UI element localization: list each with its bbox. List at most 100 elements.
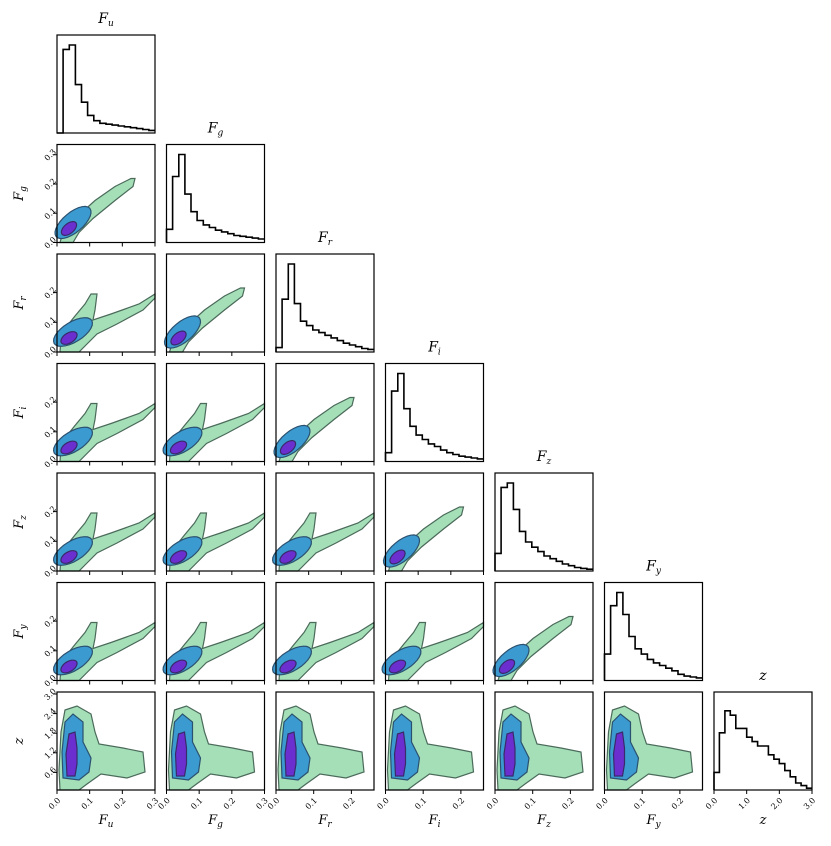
panel-frame bbox=[275, 581, 375, 682]
x-tick-label: 0.2 bbox=[341, 796, 356, 811]
contour-g-i bbox=[162, 362, 266, 466]
histogram-g bbox=[165, 143, 266, 244]
histogram-y bbox=[603, 581, 704, 682]
y-tick-label: 0.1 bbox=[43, 643, 58, 658]
x-tick-label: 0.1 bbox=[304, 796, 319, 811]
y-tick-label: 3.0 bbox=[43, 687, 58, 702]
contour-outer bbox=[278, 621, 375, 682]
histogram-i bbox=[384, 362, 485, 463]
contour-u-i: 0.0 0.1 0.2 bbox=[43, 362, 156, 470]
x-tick-label: 0.0 bbox=[156, 796, 171, 811]
panel-frame bbox=[56, 143, 156, 244]
contour-inner bbox=[284, 731, 297, 777]
contour-i-y bbox=[381, 581, 485, 685]
panel-frame bbox=[165, 581, 266, 682]
x-tick-label: 0.2 bbox=[560, 796, 575, 811]
panel-frame bbox=[56, 34, 156, 134]
x-axis-label: Fg bbox=[207, 813, 223, 830]
contour-outer bbox=[278, 511, 375, 572]
y-tick-label: 0.2 bbox=[43, 504, 58, 519]
x-tick-label: 2.0 bbox=[769, 796, 784, 811]
panel-frame bbox=[384, 362, 485, 463]
panel-frame bbox=[275, 691, 375, 791]
contour-r-zz: 0.0 0.1 0.2 bbox=[266, 691, 375, 811]
contour-inner bbox=[279, 659, 297, 674]
panel-title: Fy bbox=[645, 559, 662, 577]
x-tick-label: 0.2 bbox=[670, 796, 685, 811]
contour-r-i bbox=[273, 362, 375, 466]
contour-inner bbox=[393, 731, 407, 777]
histogram-zz: 0.0 1.0 2.0 3.0 bbox=[704, 691, 817, 811]
contour-u-r: 0.0 0.1 0.2 bbox=[43, 253, 156, 360]
y-tick-label: 0.2 bbox=[43, 285, 58, 300]
contour-g-z bbox=[162, 472, 266, 575]
histogram-u bbox=[56, 34, 156, 134]
y-tick-label: 0.0 bbox=[43, 564, 58, 579]
contour-outer bbox=[59, 511, 156, 572]
contour-inner bbox=[60, 440, 78, 455]
contour-inner bbox=[170, 330, 187, 346]
panel-title: Fi bbox=[427, 340, 441, 358]
panel-title: Fg bbox=[207, 121, 224, 139]
x-axis-label: Fz bbox=[536, 813, 551, 830]
contour-u-z: 0.0 0.1 0.2 bbox=[43, 472, 156, 579]
x-tick-label: 0.1 bbox=[632, 796, 647, 811]
y-tick-label: 0.1 bbox=[43, 534, 58, 549]
panel-frame bbox=[56, 253, 156, 353]
y-tick-label: 0.0 bbox=[43, 345, 58, 360]
panel-frame bbox=[56, 691, 156, 791]
contour-g-y bbox=[162, 581, 266, 685]
contour-inner bbox=[498, 658, 516, 675]
y-axis-label: Fz bbox=[12, 515, 29, 530]
contour-inner bbox=[388, 659, 407, 674]
y-tick-label: 0.1 bbox=[43, 424, 58, 439]
contour-r-y bbox=[271, 581, 375, 685]
x-tick-label: 0.0 bbox=[485, 796, 500, 811]
contour-y-zz: 0.0 0.1 0.2 bbox=[594, 691, 704, 811]
y-tick-label: 0.2 bbox=[43, 177, 58, 192]
panel-frame bbox=[603, 581, 704, 682]
x-tick-label: 0.0 bbox=[704, 796, 719, 811]
y-axis-label: Fg bbox=[12, 186, 29, 202]
histogram-step bbox=[713, 710, 812, 790]
panel-title: Fz bbox=[536, 449, 552, 467]
x-tick-label: 0.1 bbox=[523, 796, 538, 811]
x-axis-label: Fi bbox=[428, 813, 441, 830]
y-tick-label: 0.2 bbox=[43, 614, 58, 629]
panel-title: Fu bbox=[97, 11, 114, 29]
contour-inner bbox=[174, 731, 188, 777]
contour-inner bbox=[169, 659, 188, 674]
y-tick-label: 0.0 bbox=[43, 673, 58, 688]
panel-frame bbox=[494, 691, 594, 791]
x-tick-label: 1.0 bbox=[737, 796, 752, 811]
contour-outer bbox=[59, 402, 156, 463]
contour-inner bbox=[612, 731, 626, 777]
contour-u-g: 0.0 0.1 0.2 0.3 bbox=[43, 143, 156, 251]
contour-g-zz: 0.0 0.1 0.2 0.3 bbox=[156, 691, 270, 811]
panel-frame bbox=[494, 581, 594, 682]
contour-inner bbox=[65, 731, 78, 777]
y-axis-label: z bbox=[12, 737, 27, 745]
y-tick-label: 0.1 bbox=[43, 206, 58, 221]
histogram-z bbox=[494, 472, 594, 572]
y-tick-label: 1.2 bbox=[43, 745, 58, 760]
contour-i-z bbox=[382, 472, 485, 575]
y-tick-label: 2.4 bbox=[43, 706, 58, 721]
histogram-step bbox=[57, 44, 155, 134]
contour-z-zz: 0.0 0.1 0.2 bbox=[485, 691, 594, 811]
panel-frame bbox=[165, 472, 266, 572]
contour-inner bbox=[60, 220, 78, 237]
contour-outer bbox=[168, 402, 266, 463]
contour-inner bbox=[279, 550, 297, 564]
histogram-r bbox=[275, 253, 375, 353]
histogram-step bbox=[603, 591, 703, 681]
contour-outer bbox=[168, 511, 266, 572]
contour-z-y bbox=[492, 581, 594, 685]
panel-frame bbox=[275, 362, 375, 463]
panel-frame bbox=[165, 362, 266, 463]
y-tick-label: 0.1 bbox=[43, 315, 58, 330]
y-tick-label: 0.6 bbox=[43, 765, 58, 780]
panel-frame bbox=[56, 472, 156, 572]
contour-inner bbox=[503, 731, 516, 777]
